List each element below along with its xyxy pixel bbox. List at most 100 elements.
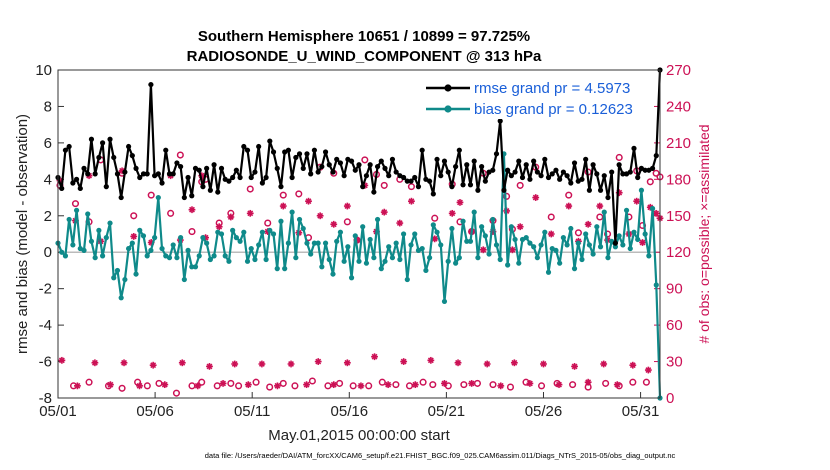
obs-possible-point: [392, 381, 400, 389]
rmse-point: [471, 158, 477, 164]
bias-point: [237, 238, 243, 244]
obs-possible-point: [489, 381, 497, 389]
rmse-point: [99, 140, 106, 146]
obs-assimilated-stroke: [227, 214, 234, 220]
x-tick-label: 05/26: [525, 403, 563, 420]
bias-point: [371, 255, 377, 261]
rmse-point: [103, 184, 109, 190]
bias-point: [207, 256, 213, 263]
obs-possible-point: [380, 181, 388, 189]
right-tick-label: 180: [666, 171, 691, 188]
obs-assimilated-stroke: [344, 203, 351, 210]
right-tick-label: 120: [666, 244, 691, 261]
obs-assimilated-stroke: [614, 381, 621, 388]
bias-point: [356, 258, 362, 264]
legend-rmse-marker: [444, 84, 452, 92]
obs-assimilated-stroke: [511, 359, 518, 366]
bias-point: [635, 236, 641, 243]
obs-possible-point: [569, 381, 577, 389]
obs-assimilated-stroke: [517, 223, 524, 230]
obs-assimilated-point: [396, 219, 404, 227]
obs-assimilated-stroke: [216, 223, 223, 230]
bias-point: [144, 253, 150, 259]
rmse-point: [248, 174, 254, 181]
obs-assimilated-point: [526, 380, 534, 387]
bias-point: [244, 258, 251, 264]
rmse-point: [59, 185, 65, 192]
rmse-point: [527, 176, 533, 182]
obs-possible-point: [537, 382, 546, 390]
rmse-point: [341, 173, 347, 179]
rmse-point: [371, 189, 377, 195]
x-axis-ticks: 05/01 05/06 05/11 05/16 05/21 05/26 05/31: [39, 392, 659, 420]
bias-point: [434, 229, 440, 235]
obs-assimilated-stroke: [396, 220, 403, 227]
rmse-point: [538, 173, 544, 179]
obs-assimilated-stroke: [639, 239, 646, 246]
legend-bias-marker: [444, 105, 452, 113]
obs-possible-point: [279, 379, 287, 387]
bias-point: [568, 225, 574, 232]
bias-point: [337, 229, 344, 235]
obs-possible-point: [130, 212, 138, 220]
bias-point: [616, 233, 622, 239]
rmse-point: [181, 194, 187, 201]
rmse-point: [367, 162, 373, 168]
rmse-point: [348, 158, 355, 164]
x-tick-label: 05/16: [331, 403, 369, 420]
obs-possible-point: [147, 191, 155, 199]
rmse-point: [267, 138, 273, 144]
obs-possible-point: [361, 156, 369, 164]
rmse-point: [501, 187, 507, 193]
rmse-point: [534, 169, 540, 175]
obs-assimilated-point: [483, 360, 491, 368]
bias-point: [96, 227, 102, 233]
rmse-point: [382, 165, 388, 171]
rmse-point: [215, 189, 221, 195]
rmse-point: [129, 153, 135, 159]
rmse-point: [293, 154, 299, 161]
rmse-series: [55, 67, 663, 246]
bias-point: [293, 255, 299, 261]
y-tick-label: 4: [44, 171, 52, 188]
rmse-point: [360, 184, 366, 190]
bias-point: [534, 255, 540, 261]
bias-point: [493, 242, 500, 248]
y-tick-label: 2: [44, 208, 52, 225]
rmse-point: [642, 167, 648, 173]
obs-assimilated-stroke: [633, 198, 640, 205]
bias-point: [597, 244, 604, 250]
rmse-point: [419, 147, 425, 153]
bias-point: [174, 255, 180, 261]
rmse-point: [627, 169, 633, 175]
obs-possible-point: [172, 389, 181, 397]
obs-possible-point: [85, 378, 93, 386]
bias-point: [326, 256, 332, 263]
bias-point: [192, 264, 199, 270]
bias-point: [601, 209, 607, 215]
rmse-point: [594, 171, 600, 177]
obs-assimilated-stroke: [532, 194, 539, 201]
bias-point: [438, 242, 444, 248]
rmse-point: [189, 193, 195, 199]
y-tick-label: -8: [39, 390, 52, 407]
obs-assimilated-point: [58, 356, 66, 364]
obs-assimilated-point: [357, 382, 365, 390]
bias-point: [114, 267, 121, 274]
rmse-point: [92, 171, 98, 177]
obs-possible-point: [547, 213, 555, 221]
rmse-point: [393, 169, 399, 175]
obs-assimilated-stroke: [247, 210, 254, 217]
bias-point: [256, 242, 262, 248]
obs-assimilated-stroke: [526, 380, 533, 387]
obs-assimilated-stroke: [288, 361, 294, 367]
rmse-point: [557, 176, 563, 182]
x-axis-label: May.01,2015 00:00:00 start: [268, 427, 450, 444]
rmse-point: [107, 136, 113, 142]
rmse-point: [586, 187, 592, 193]
bias-point: [345, 244, 351, 250]
bias-point: [430, 222, 436, 228]
obs-assimilated-point: [479, 246, 487, 254]
obs-assimilated-point: [330, 381, 338, 389]
obs-assimilated-point: [246, 209, 254, 217]
